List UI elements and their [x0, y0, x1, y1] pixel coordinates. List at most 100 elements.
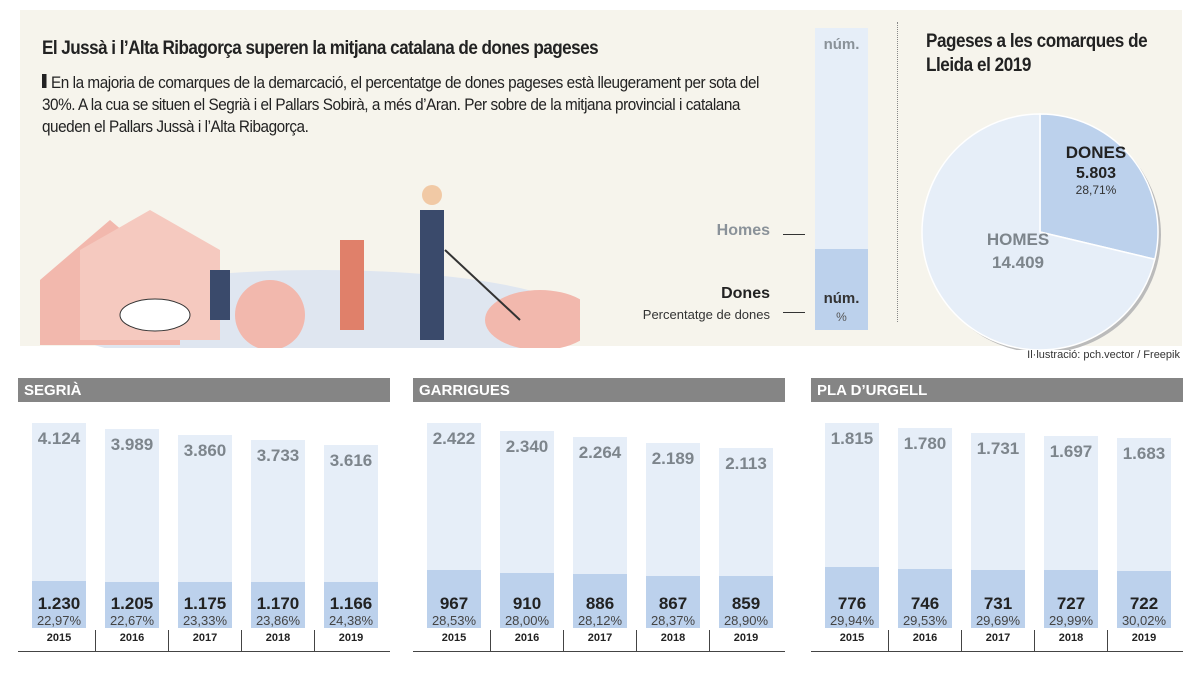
bar-2015: 1.815 776 29,94%	[825, 423, 879, 628]
panel-segria: SEGRIÀ 4.124 1.230 22,97% 2015 3.989 1.2…	[18, 378, 390, 658]
homes-value: 4.124	[37, 429, 81, 448]
bar-segment-dones	[1117, 570, 1171, 628]
dones-value: 1.230	[37, 594, 81, 613]
bar-segment-dones	[898, 568, 952, 628]
bar-2017: 1.731 731 29,69%	[971, 433, 1025, 628]
bar-segment-dones	[719, 576, 773, 628]
bar-segment-dones	[178, 581, 232, 628]
homes-value: 2.340	[505, 437, 549, 457]
dones-pct: 29,94%	[829, 613, 875, 628]
year-label: 2017	[587, 632, 613, 644]
bar-2018: 1.697 727 29,99%	[1044, 436, 1098, 628]
year-separator	[709, 630, 710, 651]
dones-pct: 28,90%	[723, 612, 769, 628]
legend-tick	[783, 234, 805, 235]
pie-title: Pageses a les comarques de Lleida el 201…	[926, 31, 1148, 76]
homes-value: 3.733	[256, 446, 300, 466]
bar-2019: 3.616 1.166 24,38%	[324, 444, 378, 628]
legend-num-dones: núm.	[823, 290, 860, 307]
pie-value-dones: 5.803	[1076, 165, 1116, 182]
pie-value-homes: 14.409	[992, 253, 1044, 272]
panel-title: SEGRIÀ	[18, 378, 390, 402]
dones-pct: 23,33%	[182, 612, 228, 628]
bar-segment-dones	[1044, 570, 1098, 628]
year-separator	[636, 630, 637, 651]
legend-pct: %	[836, 310, 847, 324]
year-separator	[1034, 630, 1035, 651]
farmer-head	[422, 185, 442, 205]
year-separator	[961, 630, 962, 651]
year-label: 2018	[265, 632, 291, 644]
farm-illustration	[40, 185, 580, 348]
bar-segment-dones	[573, 574, 627, 628]
homes-value: 3.989	[110, 435, 154, 455]
year-separator	[95, 630, 96, 651]
bar-2017: 3.860 1.175 23,33%	[178, 435, 232, 628]
year-label: 2016	[514, 632, 540, 644]
year-label: 2018	[1058, 632, 1084, 644]
panel-title: PLA D’URGELL	[811, 378, 1183, 402]
homes-value: 3.860	[183, 441, 227, 461]
legend-tick	[783, 312, 805, 313]
homes-value: 1.697	[1049, 442, 1093, 462]
legend-pct-label: Percentatge de dones	[642, 307, 770, 322]
panel-pla-urgell: PLA D’URGELL 1.815 776 29,94% 2015 1.780…	[811, 378, 1183, 658]
page-title: El Jussà i l’Alta Ribagorça superen la m…	[42, 38, 599, 59]
farmer-3	[420, 210, 444, 340]
dones-value: 727	[1056, 593, 1086, 613]
homes-value: 1.683	[1122, 443, 1166, 463]
dones-pct: 29,53%	[902, 612, 948, 628]
hay-pile	[485, 290, 580, 348]
homes-value: 2.264	[578, 443, 622, 463]
bar-segment-dones	[971, 570, 1025, 628]
dones-value: 867	[658, 593, 688, 613]
bar-segment-dones	[646, 575, 700, 628]
year-separator	[888, 630, 889, 651]
dones-pct: 23,86%	[255, 612, 301, 628]
year-separator	[490, 630, 491, 651]
homes-value: 2.189	[651, 449, 695, 469]
bar-segment-dones	[251, 581, 305, 628]
dones-pct: 30,02%	[1121, 612, 1167, 628]
dones-pct: 29,69%	[975, 612, 1021, 628]
bar-segment-dones	[500, 572, 554, 628]
baseline	[811, 651, 1183, 652]
bar-2019: 1.683 722 30,02%	[1117, 437, 1171, 628]
bar-segment-dones	[324, 581, 378, 628]
dones-value: 1.166	[329, 593, 373, 613]
homes-value: 1.780	[903, 434, 947, 454]
year-separator	[241, 630, 242, 651]
pie-pct-dones: 28,71%	[1076, 183, 1117, 197]
dones-pct: 28,12%	[577, 612, 623, 628]
dones-value: 731	[983, 593, 1013, 613]
year-separator	[1107, 630, 1108, 651]
year-label: 2015	[46, 632, 72, 644]
year-label: 2019	[338, 632, 364, 644]
dones-value: 886	[585, 593, 615, 613]
farmer-2	[340, 240, 364, 330]
dones-value: 859	[731, 593, 761, 613]
homes-value: 3.616	[329, 450, 373, 470]
year-label: 2017	[985, 632, 1011, 644]
pie-label-dones: DONES	[1066, 143, 1126, 162]
bar-2016: 2.340 910 28,00%	[500, 431, 554, 628]
pie-label-homes: HOMES	[987, 230, 1049, 249]
baseline	[18, 651, 390, 652]
year-separator	[314, 630, 315, 651]
divider	[897, 22, 898, 322]
bar-2016: 3.989 1.205 22,67%	[105, 429, 159, 628]
bar-2017: 2.264 886 28,12%	[573, 437, 627, 628]
dones-value: 776	[837, 594, 867, 613]
dones-value: 746	[910, 593, 940, 613]
pie-slice-homes	[921, 113, 1156, 350]
bar-2018: 3.733 1.170 23,86%	[251, 440, 305, 628]
year-label: 2017	[192, 632, 218, 644]
dones-value: 1.175	[183, 593, 227, 613]
dones-pct: 24,38%	[328, 612, 374, 628]
year-label: 2019	[1131, 632, 1157, 644]
dones-value: 1.205	[110, 593, 154, 613]
dones-value: 967	[439, 594, 469, 613]
year-label: 2016	[912, 632, 938, 644]
dones-value: 722	[1129, 593, 1159, 613]
